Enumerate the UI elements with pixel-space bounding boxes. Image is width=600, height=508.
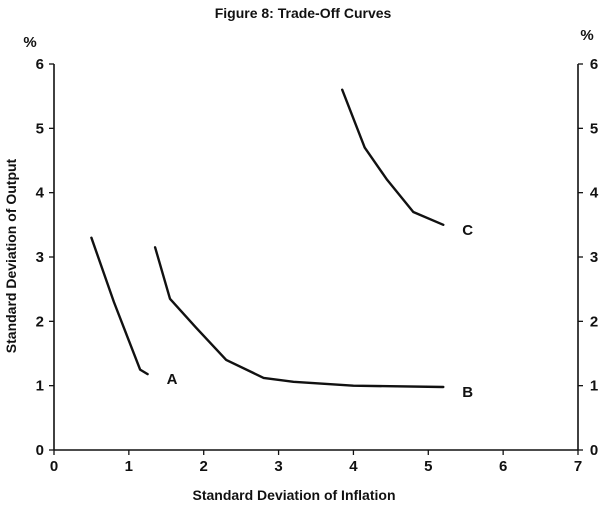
x-tick-label: 4 [349, 458, 358, 475]
y-tick-label-right: 5 [590, 120, 598, 137]
y-tick-label-left: 3 [36, 249, 44, 266]
series-line-a [90, 236, 149, 376]
x-axis-label: Standard Deviation of Inflation [192, 487, 395, 503]
y-tick-label-right: 6 [590, 56, 598, 73]
series-label-a: A [167, 371, 178, 388]
x-tick-label: 0 [50, 458, 58, 475]
x-tick-label: 1 [125, 458, 133, 475]
y-tick-label-left: 5 [36, 120, 44, 137]
y-tick-label-right: 2 [590, 313, 598, 330]
y-tick-label-left: 4 [36, 185, 45, 202]
y-tick-label-left: 6 [36, 56, 44, 73]
y-tick-label-left: 0 [36, 442, 44, 459]
y-tick-label-right: 4 [590, 185, 599, 202]
x-tick-label: 6 [499, 458, 507, 475]
series-line-b [153, 246, 445, 389]
chart-title: Figure 8: Trade-Off Curves [215, 5, 392, 21]
series-line-c [341, 88, 445, 227]
x-tick-label: 3 [274, 458, 282, 475]
y-tick-label-right: 1 [590, 378, 598, 395]
x-tick-label: 5 [424, 458, 432, 475]
y-tick-label-right: 0 [590, 442, 598, 459]
x-tick-label: 7 [574, 458, 582, 475]
y-tick-label-left: 2 [36, 313, 44, 330]
axes [53, 64, 579, 451]
y-unit-label-right: % [580, 27, 593, 44]
series-label-c: C [462, 222, 473, 239]
y-unit-label-left: % [23, 34, 36, 51]
x-tick-label: 2 [200, 458, 208, 475]
y-tick-label-left: 1 [36, 378, 44, 395]
y-axis-label: Standard Deviation of Output [3, 158, 19, 353]
series-label-b: B [462, 384, 473, 401]
series: A B C [90, 88, 473, 401]
y-tick-label-right: 3 [590, 249, 598, 266]
